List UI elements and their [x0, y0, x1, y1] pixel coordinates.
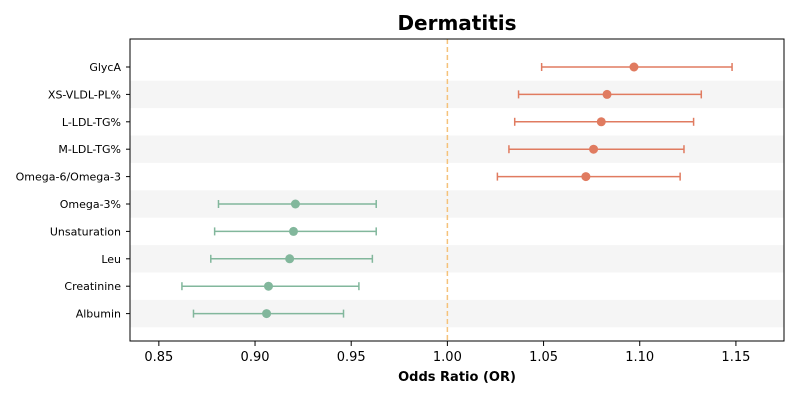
x-tick-label: 1.10	[625, 350, 654, 365]
y-axis: GlycA XS-VLDL-PL% L-LDL-TG% M-LDL-TG% Omega-…	[16, 61, 130, 321]
or-point	[285, 254, 295, 264]
y-tick-label: L-LDL-TG%	[62, 116, 121, 129]
y-tick-label: Omega-6/Omega-3	[16, 171, 121, 184]
y-tick-label: Creatinine	[64, 280, 121, 293]
y-tick-label: XS-VLDL-PL%	[48, 88, 121, 101]
chart-title: Dermatitis	[397, 11, 516, 35]
or-point	[263, 281, 273, 291]
y-tick-label: GlycA	[89, 61, 121, 74]
or-point	[629, 62, 639, 72]
row-band	[130, 135, 784, 163]
x-tick-label: 0.85	[144, 350, 173, 365]
x-tick-label: 1.15	[721, 350, 750, 365]
y-tick-label: Omega-3%	[60, 198, 121, 211]
or-point	[581, 172, 591, 182]
y-tick-label: M-LDL-TG%	[58, 143, 121, 156]
or-point	[290, 199, 300, 209]
y-tick-label: Leu	[101, 253, 121, 266]
y-tick-label: Albumin	[76, 308, 121, 321]
x-tick-label: 1.00	[433, 350, 462, 365]
data-marks	[181, 62, 733, 319]
x-tick-label: 0.90	[241, 350, 270, 365]
or-point	[602, 89, 612, 99]
or-point	[596, 117, 606, 127]
x-axis-label: Odds Ratio (OR)	[398, 370, 516, 385]
x-tick-label: 0.95	[337, 350, 366, 365]
or-point	[262, 309, 272, 319]
plot-frame	[129, 38, 785, 342]
x-axis: 0.85 0.90 0.95 1.00 1.05 1.10 1.15	[144, 341, 750, 365]
x-tick-label: 1.05	[529, 350, 558, 365]
or-point	[589, 144, 599, 154]
y-tick-label: Unsaturation	[50, 225, 121, 238]
or-point	[289, 226, 298, 236]
